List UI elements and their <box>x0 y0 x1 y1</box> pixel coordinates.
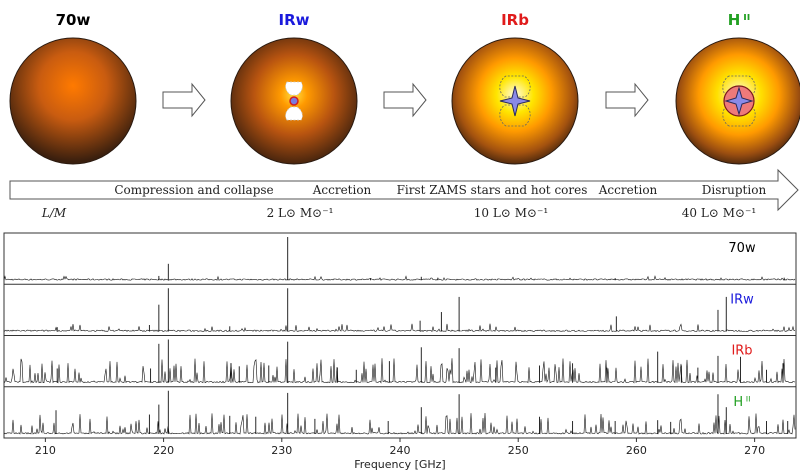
arrow-icon <box>162 82 206 118</box>
arrow-icon <box>605 82 649 118</box>
x-tick-label: 260 <box>626 444 647 457</box>
phase-label: First ZAMS stars and hot cores <box>397 183 588 197</box>
luminosity-ratio: 10 L⊙ M⊙⁻¹ <box>474 206 548 220</box>
outflow-lobes-icon <box>285 81 303 121</box>
star-icon <box>724 86 754 116</box>
spectrum-trace <box>3 275 796 281</box>
stage-title-hii: H ᴵᴵ <box>728 11 751 29</box>
panel-label: H ᴵᴵ <box>733 395 750 410</box>
panel-label: 70w <box>728 241 756 256</box>
panel-label: IRw <box>730 292 754 307</box>
stage-title-irw: IRw <box>279 11 310 29</box>
phase-label: Accretion <box>312 183 372 197</box>
sphere-irb <box>451 37 579 165</box>
x-tick-label: 210 <box>35 444 56 457</box>
ratio-label: L/M <box>41 206 67 220</box>
stage-title-irb: IRb <box>501 11 529 29</box>
outflow-cavity-icon <box>499 75 531 127</box>
arrow-icon <box>383 82 427 118</box>
phase-label: Compression and collapse <box>114 183 273 197</box>
x-tick-label: 240 <box>390 444 411 457</box>
x-tick-label: 220 <box>153 444 174 457</box>
protostar-icon <box>289 96 299 106</box>
star-icon <box>499 85 531 117</box>
spectrum-trace <box>3 358 796 384</box>
spectrum-trace <box>3 412 796 435</box>
x-tick-label: 270 <box>744 444 765 457</box>
sphere-irw <box>230 37 358 165</box>
sphere-hii <box>675 37 800 165</box>
stage-title-70w: 70w <box>56 11 91 29</box>
x-axis-label: Frequency [GHz] <box>354 458 445 471</box>
spectra-plot: 70w IRw IRb H ᴵᴵ 210 220 230 240 250 260 270 <box>3 232 797 457</box>
phase-label: Accretion <box>598 183 658 197</box>
x-tick-label: 230 <box>271 444 292 457</box>
luminosity-ratio: 2 L⊙ M⊙⁻¹ <box>267 206 334 220</box>
spectrum-trace <box>3 323 796 333</box>
luminosity-ratio: 40 L⊙ M⊙⁻¹ <box>682 206 756 220</box>
panel-label: IRb <box>731 344 752 359</box>
sphere-70w <box>9 37 137 165</box>
timeline-arrow <box>9 168 799 212</box>
phase-label: Disruption <box>702 183 767 197</box>
x-tick-label: 250 <box>508 444 529 457</box>
